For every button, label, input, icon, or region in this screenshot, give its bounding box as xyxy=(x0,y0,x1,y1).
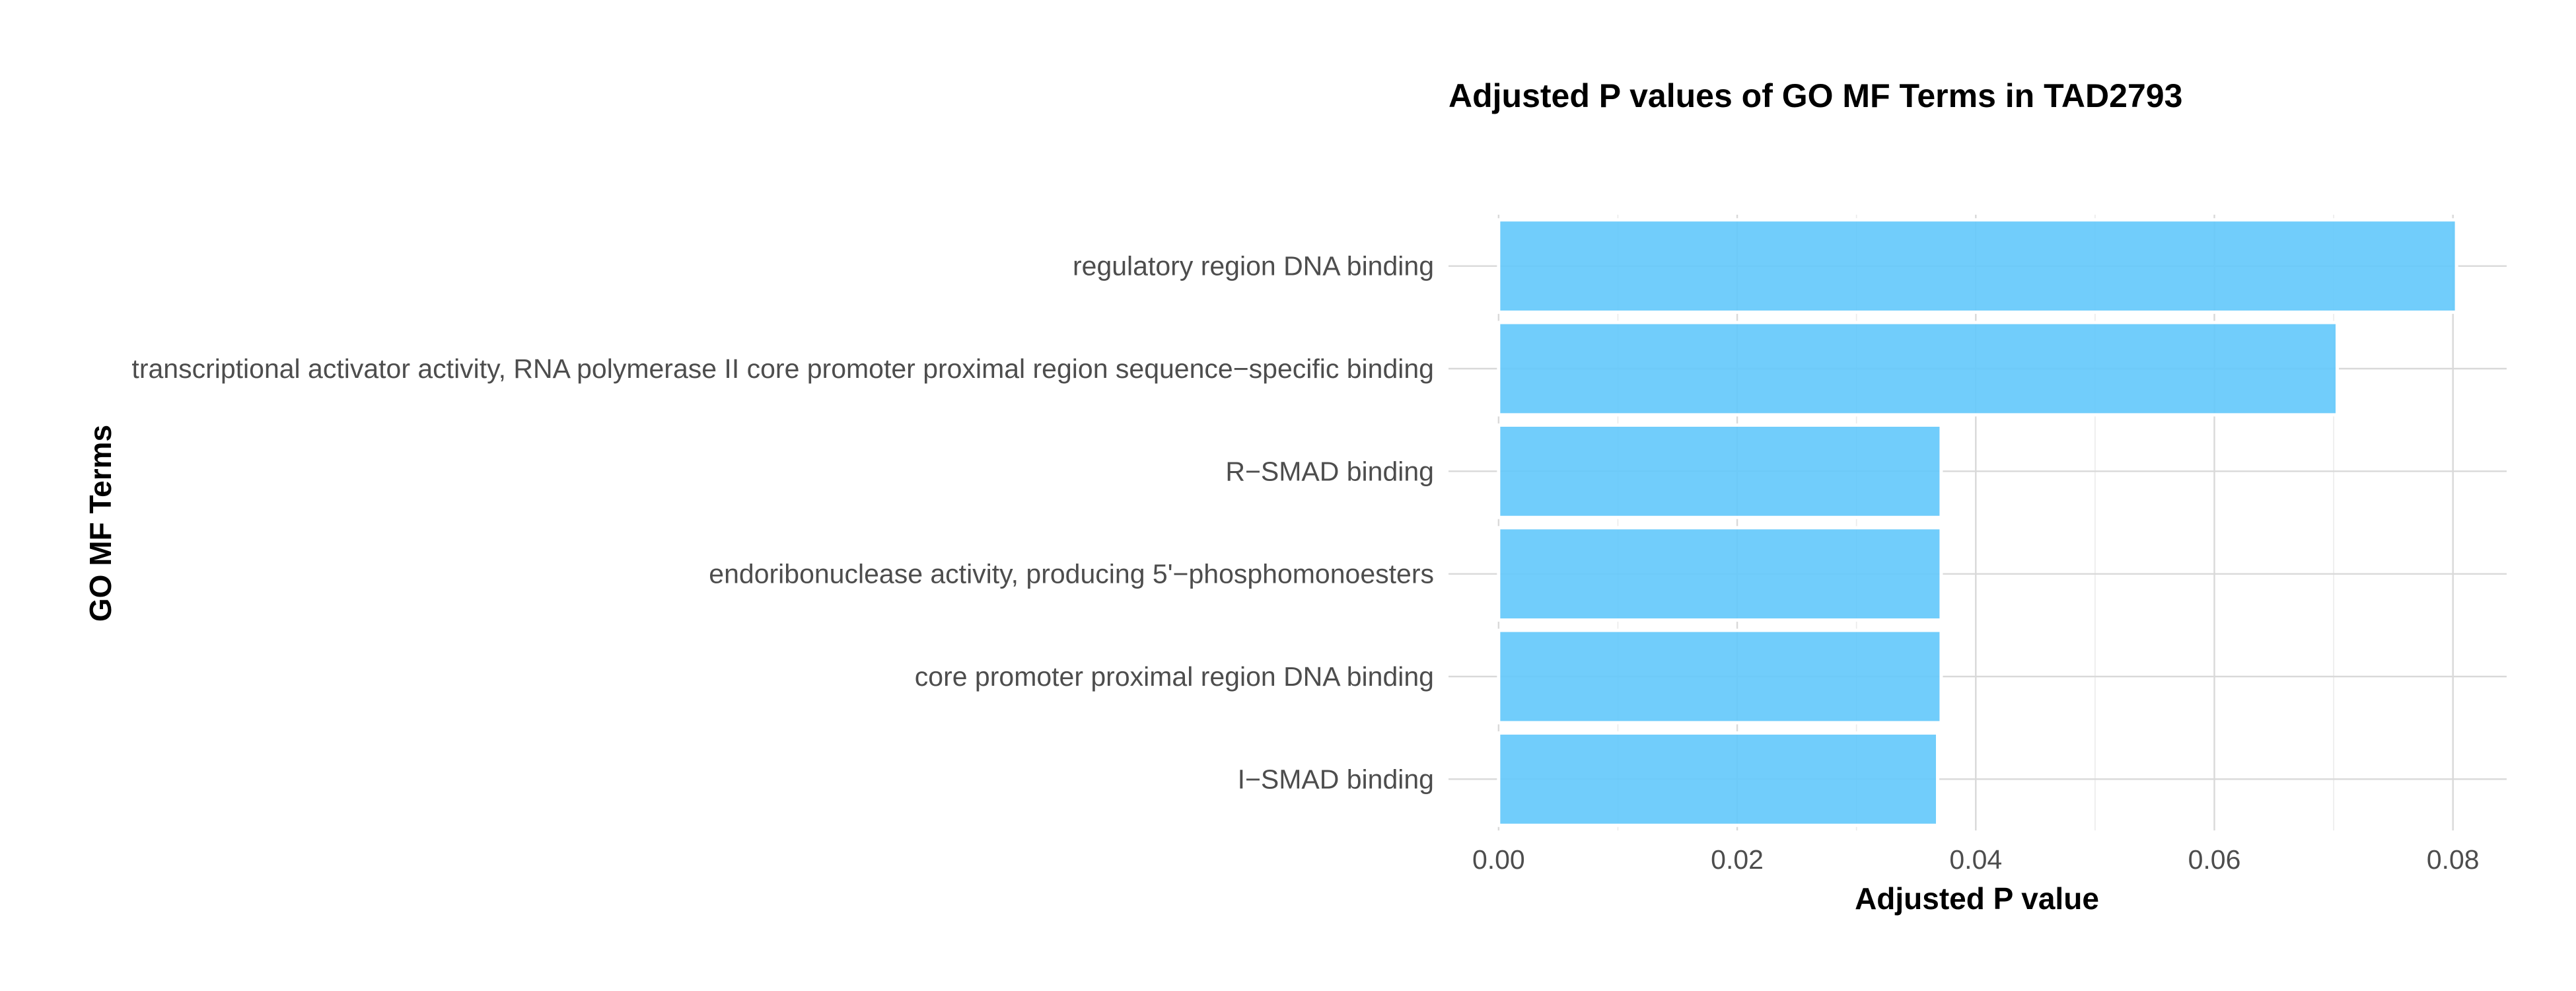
category-label: R−SMAD binding xyxy=(1225,456,1434,486)
category-label: transcriptional activator activity, RNA … xyxy=(131,353,1434,384)
bars xyxy=(1497,218,2458,827)
x-tick-label: 0.08 xyxy=(2427,844,2480,875)
bar xyxy=(1497,320,2340,417)
x-tick-label: 0.00 xyxy=(1472,844,1525,875)
y-axis-title: GO MF Terms xyxy=(83,425,118,622)
x-tick-label: 0.02 xyxy=(1711,844,1764,875)
bar xyxy=(1497,628,1943,725)
x-tick-labels: 0.00 0.02 0.04 0.06 0.08 xyxy=(1472,844,2480,875)
category-label: I−SMAD binding xyxy=(1238,764,1434,794)
bar xyxy=(1497,218,2458,314)
category-labels: regulatory region DNA binding transcripti… xyxy=(131,251,1434,795)
category-label: endoribonuclease activity, producing 5'−… xyxy=(709,559,1434,589)
chart-title: Adjusted P values of GO MF Terms in TAD2… xyxy=(1449,77,2182,114)
category-label: regulatory region DNA binding xyxy=(1073,251,1434,281)
x-tick-label: 0.06 xyxy=(2188,844,2241,875)
category-label: core promoter proximal region DNA bindin… xyxy=(915,661,1434,692)
x-axis-title: Adjusted P value xyxy=(1855,881,2099,916)
bar xyxy=(1497,731,1939,827)
bar xyxy=(1497,526,1943,622)
bar xyxy=(1497,423,1943,519)
x-tick-label: 0.04 xyxy=(1949,844,2002,875)
